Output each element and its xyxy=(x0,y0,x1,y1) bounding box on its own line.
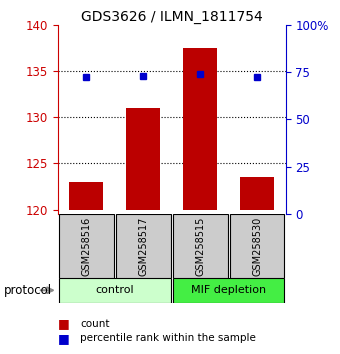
Bar xyxy=(240,177,274,210)
Text: MIF depletion: MIF depletion xyxy=(191,285,266,295)
Bar xyxy=(126,108,160,210)
Text: count: count xyxy=(80,319,109,329)
Text: GSM258516: GSM258516 xyxy=(81,216,91,276)
Text: protocol: protocol xyxy=(3,284,52,297)
Bar xyxy=(116,214,171,278)
Bar xyxy=(230,214,285,278)
Text: control: control xyxy=(96,285,134,295)
Text: GSM258530: GSM258530 xyxy=(252,216,262,276)
Bar xyxy=(59,214,114,278)
Text: percentile rank within the sample: percentile rank within the sample xyxy=(80,333,256,343)
Text: ■: ■ xyxy=(58,332,70,344)
Text: ■: ■ xyxy=(58,318,70,330)
Text: GSM258515: GSM258515 xyxy=(195,216,205,276)
Bar xyxy=(183,48,217,210)
Bar xyxy=(173,278,285,303)
Title: GDS3626 / ILMN_1811754: GDS3626 / ILMN_1811754 xyxy=(81,10,262,24)
Text: GSM258517: GSM258517 xyxy=(138,216,148,276)
Bar xyxy=(59,278,171,303)
Bar xyxy=(173,214,227,278)
Bar xyxy=(69,182,103,210)
